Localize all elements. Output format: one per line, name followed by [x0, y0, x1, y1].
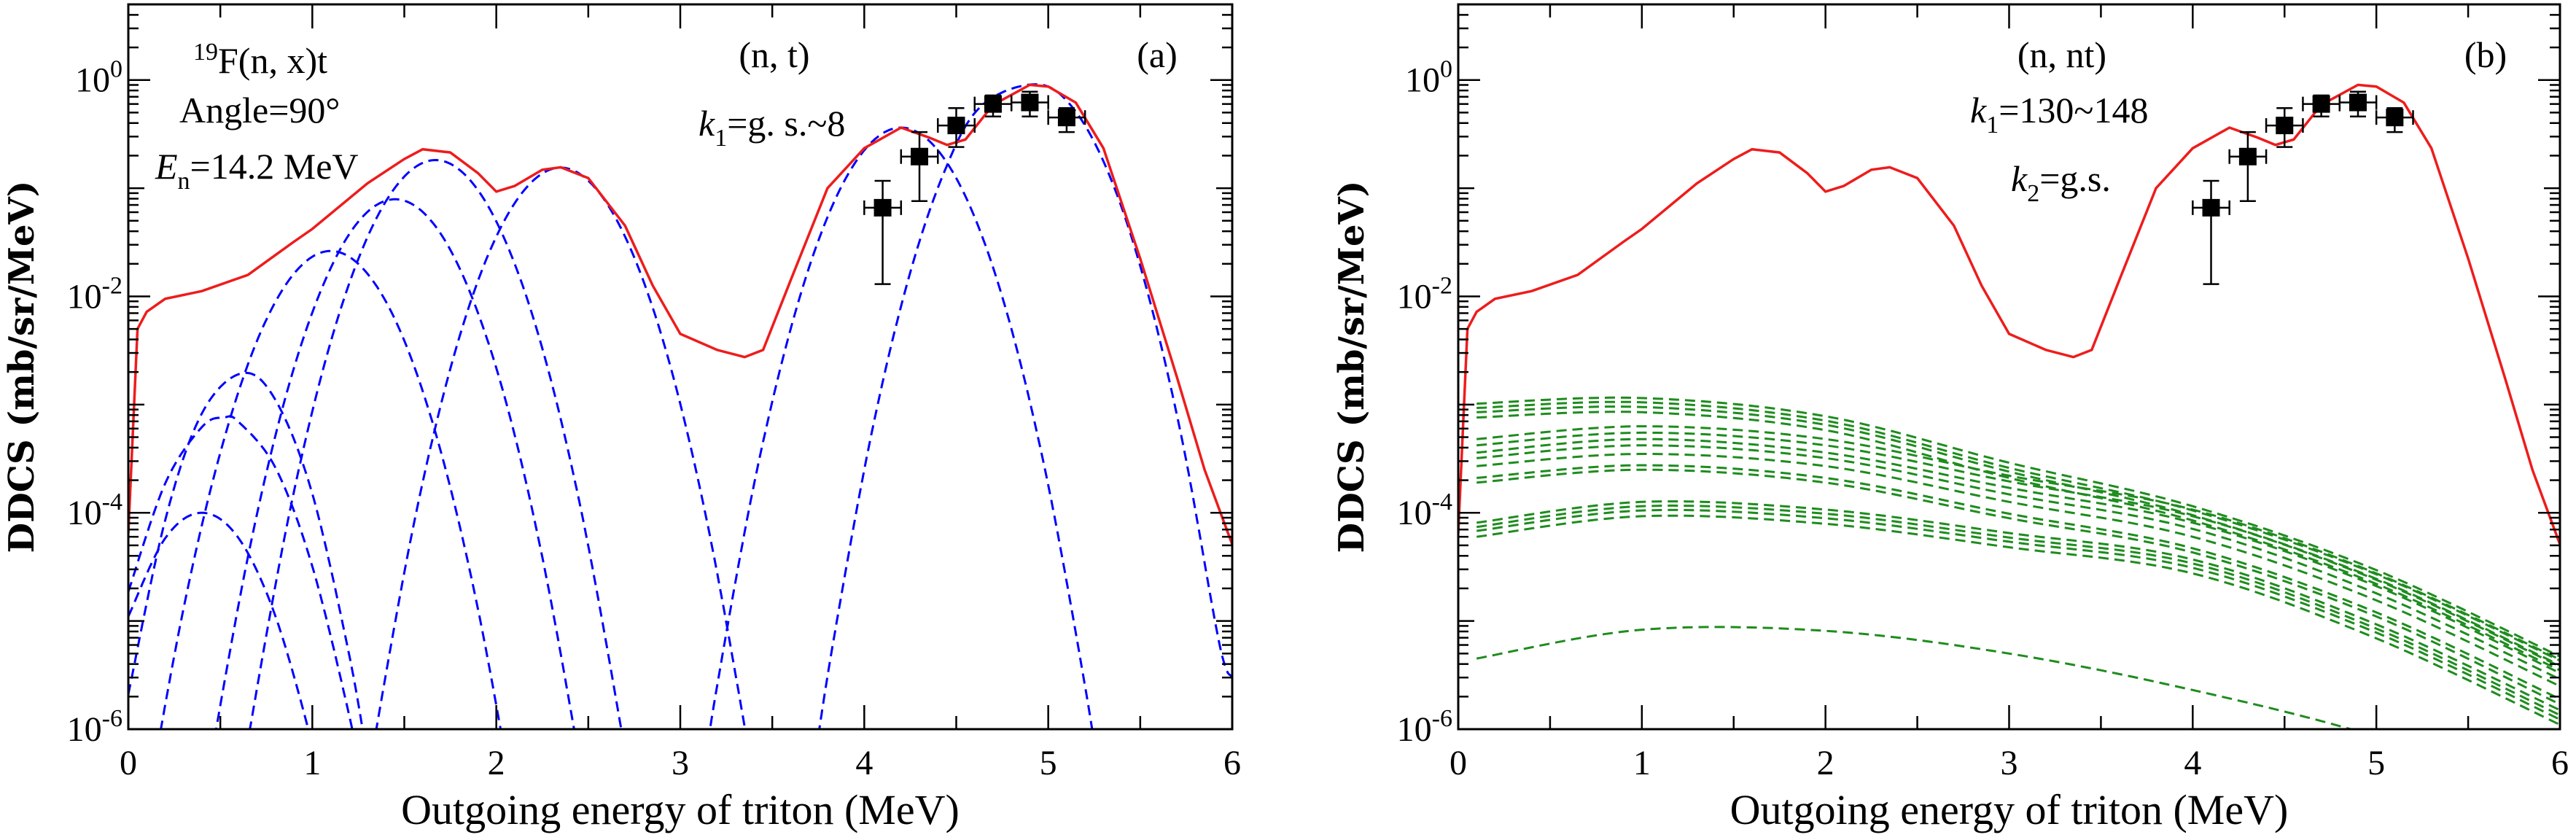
x-tick-label: 0 — [120, 744, 137, 782]
chart-panel-a: 0 1 2 3 4 5 6 100 10-2 10-4 10-6 Outgoing energy of… — [1, 3, 1241, 833]
component-line — [1476, 411, 2560, 672]
component-line — [1476, 444, 2560, 680]
experiment-point — [2302, 94, 2341, 118]
x-tick-label: 3 — [2001, 744, 2018, 782]
component-line — [128, 371, 364, 729]
square-marker — [2202, 198, 2220, 217]
experiment-point — [1010, 90, 1049, 118]
component-line — [709, 126, 1094, 729]
x-tick-label: 4 — [2184, 744, 2201, 782]
x-tick-label: 2 — [488, 744, 505, 782]
y-tick-label: 10-6 — [1397, 705, 1452, 749]
x-tick-label: 4 — [855, 744, 873, 782]
experiment-point — [937, 106, 976, 148]
y-tick-label: 10-4 — [67, 489, 122, 532]
y-axis-title: DDCS (mb/sr/MeV) — [1331, 181, 1372, 553]
x-tick-label: 1 — [303, 744, 321, 782]
x-axis-title: Outgoing energy of triton (MeV) — [401, 786, 960, 833]
component-line — [375, 166, 747, 729]
channel-label: (n, nt) — [2017, 34, 2106, 75]
k2-label: k2=g.s. — [2011, 158, 2111, 207]
k1-label: k1=g. s.~8 — [699, 103, 845, 152]
component-line — [1476, 453, 2560, 688]
square-marker — [984, 95, 1002, 113]
experiment-point — [2265, 106, 2304, 148]
x-tick-label: 6 — [1223, 744, 1241, 782]
experiment-point — [2375, 106, 2414, 133]
component-line — [1476, 504, 2560, 717]
component-line — [1476, 438, 2560, 674]
square-marker — [947, 117, 965, 135]
component-line — [1476, 400, 2560, 662]
component-line — [249, 158, 623, 729]
tick-marks — [127, 3, 1234, 731]
component-line — [1476, 626, 2356, 729]
total-calculation-line — [1458, 83, 2560, 545]
x-axis-title: Outgoing energy of triton (MeV) — [1730, 786, 2289, 833]
y-axis-title: DDCS (mb/sr/MeV) — [1, 181, 42, 553]
y-tick-label: 10-4 — [1397, 489, 1452, 532]
panel-label: (b) — [2464, 34, 2507, 75]
y-tick-label: 100 — [1405, 56, 1452, 100]
x-tick-label: 5 — [2367, 744, 2385, 782]
panel-label: (a) — [1137, 34, 1178, 75]
component-line — [214, 198, 576, 729]
panel-a-annotations: 19F(n, x)t Angle=90° En=14.2 MeV (n, t) … — [155, 34, 1178, 195]
component-line — [1476, 431, 2560, 668]
x-tick-label: 3 — [672, 744, 689, 782]
experiment-point — [2192, 179, 2230, 285]
y-tick-label: 10-6 — [67, 705, 122, 749]
square-marker — [2312, 95, 2330, 113]
y-tick-label: 10-2 — [1397, 272, 1452, 316]
square-marker — [2276, 117, 2294, 135]
reaction-label: 19F(n, x)t — [193, 39, 327, 81]
component-line — [1476, 464, 2560, 700]
y-tick-label: 100 — [75, 56, 122, 100]
experiment-point — [2228, 131, 2268, 203]
energy-label: En=14.2 MeV — [155, 146, 359, 195]
tick-marks — [1457, 3, 2561, 731]
square-marker — [2386, 109, 2404, 127]
channel-label: (n, t) — [739, 34, 809, 75]
experiment-point — [1047, 106, 1086, 133]
component-line — [1476, 508, 2560, 721]
component-line — [128, 511, 310, 729]
square-marker — [1057, 109, 1075, 127]
k1-label: k1=130~148 — [1970, 90, 2148, 139]
square-marker — [873, 198, 892, 217]
experiment-point — [973, 94, 1013, 118]
component-line — [1476, 425, 2560, 661]
component-line — [1476, 500, 2560, 712]
y-tick-label: 10-2 — [67, 272, 122, 316]
square-marker — [2238, 147, 2257, 166]
component-line — [1476, 468, 2560, 706]
total-calculation-line — [128, 83, 1232, 545]
square-marker — [2349, 93, 2367, 112]
component-line — [1476, 396, 2560, 658]
chart-panel-b: 0 1 2 3 4 5 6 100 10-2 10-4 10-6 Outgoing energy of… — [1331, 3, 2569, 833]
experiment-point — [2338, 90, 2378, 118]
x-tick-label: 5 — [1040, 744, 1057, 782]
experiment-point — [863, 179, 903, 285]
square-marker — [1021, 93, 1039, 112]
x-tick-label: 1 — [1633, 744, 1651, 782]
x-tick-label: 2 — [1817, 744, 1834, 782]
component-line — [160, 249, 502, 729]
component-line — [1476, 514, 2560, 726]
experiment-point — [900, 131, 939, 203]
square-marker — [911, 147, 929, 166]
angle-label: Angle=90° — [179, 90, 340, 131]
panel-b-annotations: (n, nt) (b) k1=130~148 k2=g.s. — [1970, 34, 2507, 207]
x-tick-label: 0 — [1450, 744, 1467, 782]
experiment-points — [2192, 90, 2414, 285]
series-group — [128, 83, 1232, 729]
x-tick-label: 6 — [2551, 744, 2569, 782]
experiment-points — [863, 90, 1086, 285]
series-group — [1458, 83, 2560, 729]
